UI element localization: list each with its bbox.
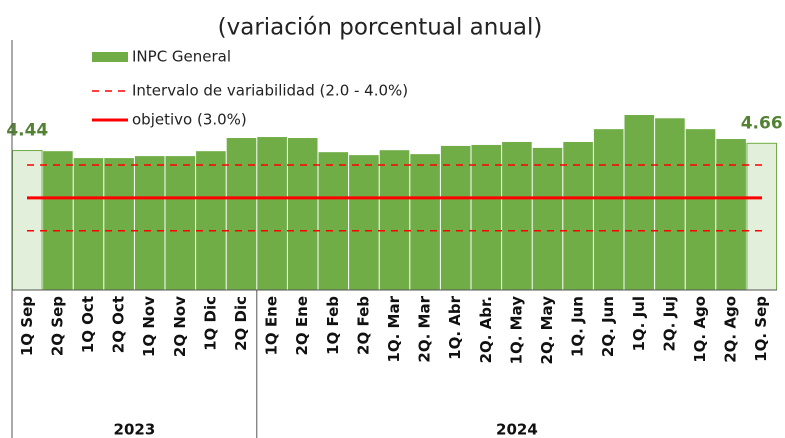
bar: [287, 138, 318, 290]
bar: [318, 152, 349, 290]
x-tick-label: 2Q Dic: [232, 296, 250, 351]
bar: [165, 156, 196, 290]
x-tick-label: 1Q. Jul: [630, 296, 648, 352]
x-tick-label: 1Q Feb: [324, 296, 342, 355]
bar: [43, 151, 73, 290]
legend-label: Intervalo de variabilidad (2.0 - 4.0%): [132, 82, 408, 100]
bar: [532, 147, 563, 290]
x-tick-label: 1Q. Sep: [752, 296, 770, 362]
bar: [226, 138, 257, 290]
x-tick-label: 1Q Oct: [79, 296, 97, 353]
legend-label: INPC General: [132, 48, 231, 66]
bar: [12, 150, 43, 291]
x-tick-label: 2Q Ene: [293, 296, 311, 356]
x-tick-label: 2Q Oct: [110, 296, 128, 353]
x-tick-label: 2Q Feb: [354, 296, 372, 355]
bar: [349, 155, 379, 290]
bar: [593, 129, 624, 290]
x-tick-label: 1Q Dic: [201, 296, 219, 351]
bar: [440, 145, 471, 290]
bar: [104, 158, 134, 290]
bar: [134, 156, 165, 290]
x-tick-label: 1Q. Jun: [569, 296, 587, 357]
legend-label: objetivo (3.0%): [132, 111, 247, 129]
chart-title: (variación porcentual anual): [218, 15, 543, 41]
x-tick-label: 1Q. Mar: [385, 295, 403, 362]
value-label: 4.66: [741, 113, 783, 133]
bar: [410, 154, 440, 290]
x-tick-label: 2Q Sep: [48, 296, 66, 356]
x-tick-label: 1Q Sep: [18, 296, 36, 356]
x-tick-label: 2Q. Ago: [722, 296, 740, 363]
bar: [73, 158, 104, 290]
bar: [196, 151, 226, 290]
x-tick-label: 1Q. May: [507, 296, 525, 365]
x-tick-label: 2Q. Mar: [416, 295, 434, 362]
bar: [379, 150, 410, 290]
bar: [257, 137, 287, 290]
x-tick-label: 1Q. Abr: [446, 295, 464, 359]
value-label: 4.44: [6, 121, 48, 141]
bar: [716, 139, 746, 290]
bar: [655, 118, 685, 290]
bar: [685, 129, 716, 290]
bar: [624, 115, 655, 290]
legend-swatch: [92, 52, 128, 62]
x-tick-label: 1Q. Ago: [691, 296, 709, 363]
x-tick-label: 2Q. May: [538, 296, 556, 365]
x-tick-label: 2Q. Jun: [599, 296, 617, 357]
x-tick-label: 2Q. Juj: [660, 296, 678, 352]
bar: [563, 141, 593, 290]
x-tick-label: 2Q Nov: [171, 296, 189, 357]
group-label: 2024: [496, 421, 538, 438]
bar: [502, 141, 532, 290]
bar: [746, 142, 778, 291]
bar: [471, 144, 502, 290]
group-label: 2023: [114, 421, 156, 438]
x-tick-label: 1Q Nov: [140, 296, 158, 357]
x-tick-label: 2Q. Abr.: [477, 296, 495, 363]
x-tick-label: 1Q Ene: [263, 296, 281, 356]
